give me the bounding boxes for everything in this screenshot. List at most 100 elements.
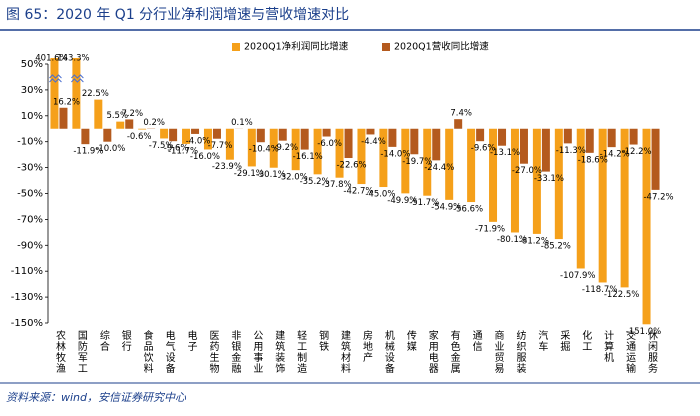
- data-label: -151.0%: [626, 327, 661, 337]
- bar: [388, 128, 397, 147]
- data-label: 143.3%: [57, 54, 89, 64]
- bar: [379, 128, 388, 188]
- x-tick-label: 机械设备: [382, 329, 394, 374]
- bar: [607, 128, 616, 148]
- data-label: -12.2%: [622, 147, 652, 157]
- y-tick-label: 10%: [21, 111, 43, 122]
- data-label: -13.1%: [490, 148, 520, 158]
- bar: [191, 128, 200, 134]
- data-label: -11.3%: [556, 146, 586, 156]
- data-label: -49.9%: [387, 196, 417, 206]
- data-label: -4.4%: [361, 137, 386, 147]
- data-label: 16.2%: [53, 97, 80, 107]
- y-tick-label: -150%: [11, 318, 43, 329]
- y-tick-label: -90%: [17, 240, 43, 251]
- bar: [541, 128, 550, 172]
- bar: [629, 128, 638, 145]
- bar: [278, 128, 287, 141]
- bar: [498, 128, 507, 146]
- data-label: 0.2%: [143, 118, 165, 128]
- bar: [401, 128, 410, 194]
- bar: [291, 128, 300, 171]
- bar: [563, 128, 572, 144]
- bar: [510, 128, 519, 233]
- bar: [410, 128, 419, 155]
- bar: [138, 128, 147, 130]
- bar: [300, 128, 309, 150]
- data-label: -7.5%: [149, 141, 174, 151]
- bar: [445, 128, 454, 200]
- data-label: 7.4%: [450, 109, 472, 119]
- x-tick-label: 医药生物: [207, 330, 219, 374]
- legend-swatch: [232, 43, 240, 51]
- x-tick-label: 化工: [580, 329, 592, 352]
- data-label: -23.9%: [212, 162, 242, 172]
- x-tick-label: 电气设备: [163, 329, 175, 374]
- legend-label: 2020Q1净利润同比增速: [244, 41, 349, 53]
- bar: [212, 128, 221, 139]
- data-label: -33.1%: [534, 174, 564, 184]
- data-label: -10.0%: [95, 144, 125, 154]
- data-label: -54.9%: [431, 202, 461, 212]
- data-label: -51.7%: [409, 198, 439, 208]
- bar: [585, 128, 594, 153]
- data-label: -11.9%: [73, 147, 103, 157]
- data-label: -14.2%: [600, 150, 630, 160]
- data-label: -81.2%: [519, 236, 549, 246]
- bar: [322, 128, 331, 137]
- data-label: -42.7%: [343, 187, 373, 197]
- bar: [160, 128, 169, 139]
- data-label: -45.0%: [365, 190, 395, 200]
- data-label: -118.7%: [582, 285, 617, 295]
- data-label: -16.0%: [190, 152, 220, 162]
- bar: [247, 128, 256, 167]
- data-label: 22.5%: [82, 89, 109, 99]
- bar: [116, 121, 125, 129]
- bar: [554, 128, 563, 240]
- x-tick-label: 综合: [97, 329, 109, 352]
- data-label: -4.0%: [186, 136, 211, 146]
- data-label: -0.6%: [127, 132, 152, 142]
- y-tick-label: -110%: [11, 266, 43, 277]
- data-label: -9.2%: [273, 143, 298, 153]
- x-tick-label: 房地产: [360, 329, 372, 363]
- bar: [467, 128, 476, 203]
- x-tick-label: 计算机: [602, 329, 614, 363]
- bar: [125, 119, 134, 129]
- data-label: -71.9%: [475, 224, 505, 234]
- y-tick-label: 50%: [21, 59, 43, 70]
- x-tick-label: 商业贸易: [492, 329, 504, 374]
- chart-title: 图 65：2020 年 Q1 分行业净利润增速与营收增速对比: [6, 7, 349, 23]
- bar: [81, 128, 90, 145]
- bar: [335, 128, 344, 178]
- data-label: -19.7%: [402, 157, 432, 167]
- bar: [476, 128, 485, 142]
- data-label: -22.6%: [336, 161, 366, 171]
- data-label: -80.1%: [497, 235, 527, 245]
- bar: [344, 128, 353, 159]
- bar: [489, 128, 498, 222]
- data-label: -18.6%: [578, 155, 608, 165]
- bar: [519, 128, 528, 164]
- y-tick-label: -10%: [17, 137, 43, 148]
- data-label: -14.0%: [380, 149, 410, 159]
- bar: [651, 128, 660, 190]
- bar: [423, 128, 432, 196]
- data-label: -35.2%: [300, 177, 330, 187]
- x-tick-label: 轻工制造: [295, 329, 307, 374]
- bar: [432, 128, 441, 161]
- x-tick-label: 纺织服装: [514, 329, 526, 374]
- y-tick-label: -130%: [11, 292, 43, 303]
- data-label: -7.7%: [208, 141, 233, 151]
- plot: [50, 58, 660, 325]
- axis-break: [49, 74, 62, 83]
- bar: [94, 99, 103, 129]
- data-label: -10.4%: [249, 145, 279, 155]
- data-label: 5.5%: [106, 111, 128, 121]
- data-label: 0.1%: [231, 118, 253, 128]
- x-tick-label: 家用电器: [426, 329, 438, 374]
- data-label: -27.0%: [512, 166, 542, 176]
- bar: [269, 128, 278, 168]
- bar: [256, 128, 265, 143]
- x-tick-label: 通信: [470, 330, 482, 352]
